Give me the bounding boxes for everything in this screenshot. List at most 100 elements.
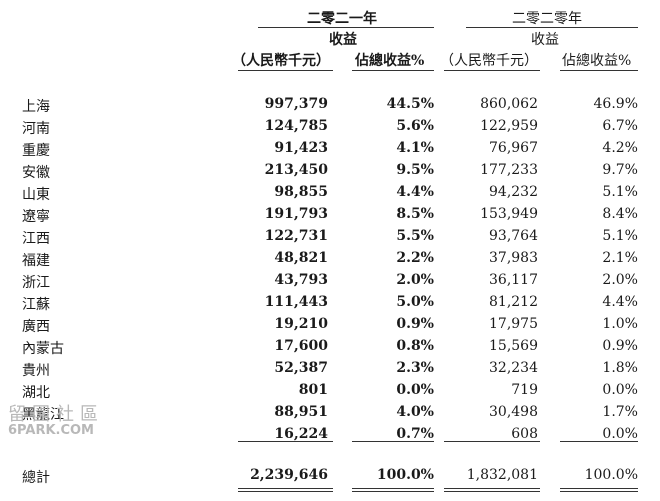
total-double-rule-3a [444,488,540,489]
pct-2021: 5.0% [396,294,434,310]
pct-2021: 8.5% [396,206,434,222]
pct-2021: 0.7% [396,426,434,442]
table-row: 河南 124,785 5.6% 122,959 6.7% [0,118,660,140]
pct-2021: 2.0% [396,272,434,288]
region-name: 安徽 [22,165,50,181]
total-row: 總計 2,239,646 100.0% 1,832,081 100.0% [0,467,660,489]
revenue-2021: 52,387 [274,360,328,376]
table-row: 福建 48,821 2.2% 37,983 2.1% [0,250,660,272]
total-pct-2021: 100.0% [376,467,434,483]
total-rule-3 [444,441,540,442]
revenue-2020: 860,062 [480,96,538,112]
header-unit-2020: （人民幣千元） [440,53,538,69]
revenue-2020: 30,498 [489,404,538,420]
pct-2020: 0.0% [602,426,638,442]
pct-2021: 0.8% [396,338,434,354]
revenue-2020: 94,232 [489,184,538,200]
revenue-2020: 608 [511,426,538,442]
pct-2020: 46.9% [593,96,638,112]
table-row: 重慶 91,423 4.1% 76,967 4.2% [0,140,660,162]
pct-2020: 8.4% [602,206,638,222]
watermark-text-cn: 留園社區 [8,404,104,425]
pct-2020: 0.9% [602,338,638,354]
header-revenue-2020: 收益 [531,32,559,48]
header-pct-2021: 佔總收益% [355,53,425,69]
region-name: 山東 [22,187,50,203]
header-rule-2021 [258,27,434,28]
pct-2020: 1.0% [602,316,638,332]
header-rule-2020 [466,27,638,28]
total-double-rule-1b [238,491,333,492]
revenue-2020: 81,212 [489,294,538,310]
table-row: 山東 98,855 4.4% 94,232 5.1% [0,184,660,206]
region-name: 遼寧 [22,209,50,225]
revenue-2021: 124,785 [264,118,328,134]
pct-2020: 6.7% [602,118,638,134]
table-row: 黑龍江 88,951 4.0% 30,498 1.7% [0,404,660,426]
total-revenue-2020: 1,832,081 [466,467,538,483]
region-name: 上海 [22,99,50,115]
region-name: 內蒙古 [22,341,64,357]
total-pct-2020: 100.0% [584,467,638,483]
region-name: 重慶 [22,143,50,159]
table-row: 貴州 52,387 2.3% 32,234 1.8% [0,360,660,382]
pct-2021: 5.5% [396,228,434,244]
revenue-2020: 93,764 [489,228,538,244]
pct-2020: 2.1% [602,250,638,266]
table-row: 內蒙古 17,600 0.8% 15,569 0.9% [0,338,660,360]
region-name: 福建 [22,253,50,269]
pct-2021: 44.5% [386,96,434,112]
pct-2020: 0.0% [602,382,638,398]
table-row: 安徽 213,450 9.5% 177,233 9.7% [0,162,660,184]
revenue-2021: 191,793 [264,206,328,222]
table-row: 廣西 19,210 0.9% 17,975 1.0% [0,316,660,338]
revenue-2020: 37,983 [489,250,538,266]
revenue-2020: 15,569 [489,338,538,354]
pct-2020: 4.2% [602,140,638,156]
total-double-rule-2b [352,491,434,492]
revenue-2020: 177,233 [480,162,538,178]
subheader-rule-1 [238,70,333,71]
region-name: 湖北 [22,385,50,401]
header-pct-2020: 佔總收益% [562,53,632,69]
revenue-2020: 719 [511,382,538,398]
region-name: 河南 [22,121,50,137]
table-row: 16,224 0.7% 608 0.0% [0,426,660,448]
pct-2020: 5.1% [602,228,638,244]
pct-2021: 4.1% [396,140,434,156]
revenue-2021: 997,379 [264,96,328,112]
pct-2020: 9.7% [602,162,638,178]
watermark-text-en: 6PARK.COM [8,423,94,438]
pct-2021: 2.3% [396,360,434,376]
revenue-2020: 76,967 [489,140,538,156]
table-row: 江蘇 111,443 5.0% 81,212 4.4% [0,294,660,316]
total-double-rule-4a [560,488,638,489]
table-row: 遼寧 191,793 8.5% 153,949 8.4% [0,206,660,228]
revenue-2021: 213,450 [264,162,328,178]
region-name: 廣西 [22,319,50,335]
table-row: 湖北 801 0.0% 719 0.0% [0,382,660,404]
revenue-2021: 43,793 [274,272,328,288]
pct-2021: 4.4% [396,184,434,200]
region-name: 貴州 [22,363,50,379]
revenue-2021: 17,600 [274,338,328,354]
total-rule-4 [560,441,638,442]
table-row: 上海 997,379 44.5% 860,062 46.9% [0,96,660,118]
table-row: 江西 122,731 5.5% 93,764 5.1% [0,228,660,250]
total-rule-2 [352,441,434,442]
total-double-rule-1a [238,488,333,489]
revenue-2021: 122,731 [264,228,328,244]
pct-2021: 0.9% [396,316,434,332]
subheader-rule-4 [560,70,638,71]
pct-2021: 4.0% [396,404,434,420]
total-double-rule-4b [560,491,638,492]
header-year-2020: 二零二零年 [512,11,582,27]
revenue-2020: 32,234 [489,360,538,376]
total-double-rule-3b [444,491,540,492]
region-name: 黑龍江 [22,407,64,423]
revenue-2021: 91,423 [274,140,328,156]
revenue-2021: 16,224 [274,426,328,442]
pct-2020: 1.8% [602,360,638,376]
revenue-2020: 17,975 [489,316,538,332]
pct-2021: 9.5% [396,162,434,178]
